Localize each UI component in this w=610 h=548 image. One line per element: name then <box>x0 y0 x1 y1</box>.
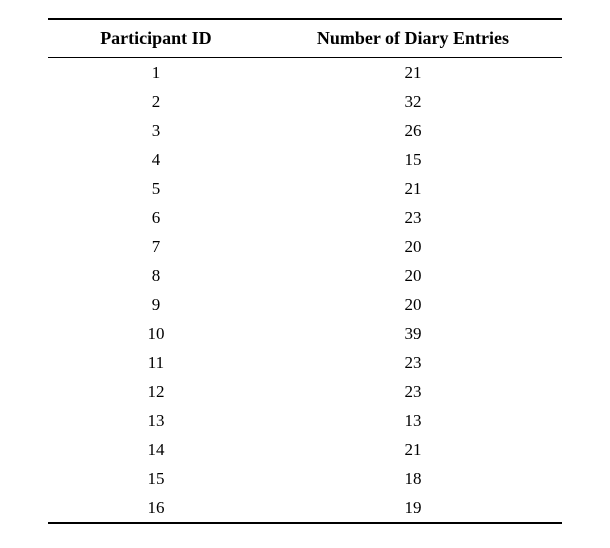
cell-diary-entries: 32 <box>264 87 562 116</box>
cell-participant-id: 13 <box>48 406 264 435</box>
cell-diary-entries: 21 <box>264 58 562 88</box>
table-row: 12 23 <box>48 377 562 406</box>
cell-diary-entries: 21 <box>264 435 562 464</box>
cell-diary-entries: 19 <box>264 493 562 523</box>
cell-diary-entries: 26 <box>264 116 562 145</box>
cell-participant-id: 3 <box>48 116 264 145</box>
cell-participant-id: 1 <box>48 58 264 88</box>
table-row: 10 39 <box>48 319 562 348</box>
cell-diary-entries: 21 <box>264 174 562 203</box>
table-row: 13 13 <box>48 406 562 435</box>
cell-diary-entries: 15 <box>264 145 562 174</box>
cell-participant-id: 4 <box>48 145 264 174</box>
table-header: Participant ID Number of Diary Entries <box>48 19 562 58</box>
cell-diary-entries: 20 <box>264 290 562 319</box>
cell-diary-entries: 23 <box>264 203 562 232</box>
cell-diary-entries: 20 <box>264 232 562 261</box>
cell-participant-id: 15 <box>48 464 264 493</box>
column-header-participant-id: Participant ID <box>48 19 264 58</box>
cell-diary-entries: 20 <box>264 261 562 290</box>
table-row: 1 21 <box>48 58 562 88</box>
table-row: 6 23 <box>48 203 562 232</box>
cell-participant-id: 5 <box>48 174 264 203</box>
cell-participant-id: 16 <box>48 493 264 523</box>
page: Participant ID Number of Diary Entries 1… <box>0 0 610 548</box>
cell-participant-id: 8 <box>48 261 264 290</box>
cell-participant-id: 2 <box>48 87 264 116</box>
table-row: 8 20 <box>48 261 562 290</box>
table-row: 2 32 <box>48 87 562 116</box>
table-row: 11 23 <box>48 348 562 377</box>
table-row: 9 20 <box>48 290 562 319</box>
cell-participant-id: 14 <box>48 435 264 464</box>
cell-diary-entries: 23 <box>264 348 562 377</box>
table-header-row: Participant ID Number of Diary Entries <box>48 19 562 58</box>
column-header-diary-entries: Number of Diary Entries <box>264 19 562 58</box>
cell-diary-entries: 13 <box>264 406 562 435</box>
cell-participant-id: 9 <box>48 290 264 319</box>
table-row: 4 15 <box>48 145 562 174</box>
table-row: 16 19 <box>48 493 562 523</box>
diary-entries-table: Participant ID Number of Diary Entries 1… <box>48 18 562 524</box>
table-row: 3 26 <box>48 116 562 145</box>
table-row: 15 18 <box>48 464 562 493</box>
cell-diary-entries: 39 <box>264 319 562 348</box>
cell-participant-id: 11 <box>48 348 264 377</box>
cell-participant-id: 6 <box>48 203 264 232</box>
cell-participant-id: 10 <box>48 319 264 348</box>
cell-diary-entries: 23 <box>264 377 562 406</box>
table-body: 1 21 2 32 3 26 4 15 5 21 6 23 <box>48 58 562 524</box>
cell-participant-id: 7 <box>48 232 264 261</box>
cell-diary-entries: 18 <box>264 464 562 493</box>
table-row: 5 21 <box>48 174 562 203</box>
table-row: 14 21 <box>48 435 562 464</box>
table-row: 7 20 <box>48 232 562 261</box>
cell-participant-id: 12 <box>48 377 264 406</box>
